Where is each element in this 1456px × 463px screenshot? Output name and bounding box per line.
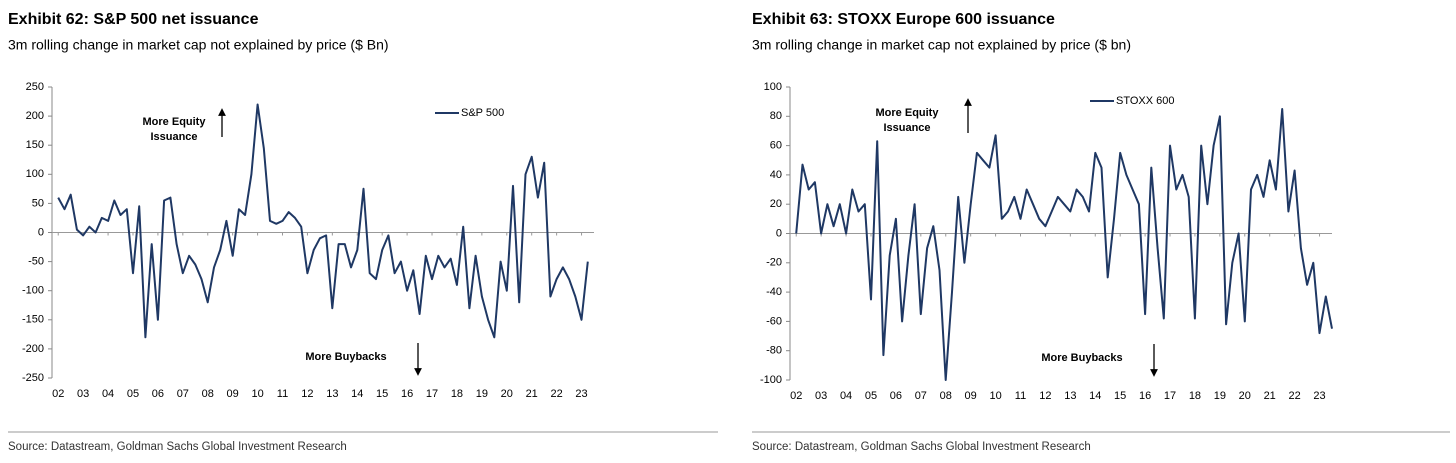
annotation: More Equity — [143, 116, 207, 128]
x-tick-label: 08 — [940, 390, 952, 402]
legend-label: S&P 500 — [461, 107, 504, 119]
y-tick-label: -40 — [766, 286, 782, 298]
x-tick-label: 05 — [127, 388, 139, 400]
y-tick-label: -80 — [766, 345, 782, 357]
x-tick-label: 04 — [102, 388, 114, 400]
x-tick-label: 21 — [526, 388, 538, 400]
x-tick-label: 02 — [52, 388, 64, 400]
y-tick-label: -250 — [22, 372, 44, 384]
x-tick-label: 16 — [1139, 390, 1151, 402]
x-tick-label: 21 — [1264, 390, 1276, 402]
x-tick-label: 10 — [989, 390, 1001, 402]
chart-subtitle: 3m rolling change in market cap not expl… — [752, 37, 1131, 53]
x-tick-label: 15 — [376, 388, 388, 400]
x-tick-label: 03 — [815, 390, 827, 402]
x-tick-label: 14 — [1089, 390, 1101, 402]
x-tick-label: 16 — [401, 388, 413, 400]
annotation: Issuance — [883, 122, 930, 134]
x-tick-label: 02 — [790, 390, 802, 402]
annotation: More Equity — [876, 107, 940, 119]
y-tick-label: -60 — [766, 315, 782, 327]
source: Source: Datastream, Goldman Sachs Global… — [8, 441, 347, 453]
y-tick-label: 200 — [26, 110, 44, 122]
x-tick-label: 06 — [890, 390, 902, 402]
y-tick-label: 150 — [26, 139, 44, 151]
y-tick-label: -100 — [760, 374, 782, 386]
annotation: More Buybacks — [305, 351, 386, 363]
x-tick-label: 22 — [1288, 390, 1300, 402]
chart-subtitle: 3m rolling change in market cap not expl… — [8, 37, 389, 53]
x-tick-label: 19 — [1214, 390, 1226, 402]
x-tick-label: 18 — [451, 388, 463, 400]
x-tick-label: 11 — [277, 388, 288, 400]
y-tick-label: -100 — [22, 285, 44, 297]
x-tick-label: 11 — [1015, 390, 1026, 402]
x-tick-label: 23 — [575, 388, 587, 400]
x-tick-label: 07 — [915, 390, 927, 402]
y-tick-label: -200 — [22, 343, 44, 355]
annotation: Issuance — [150, 131, 197, 143]
annotation: More Buybacks — [1041, 352, 1122, 364]
x-tick-label: 03 — [77, 388, 89, 400]
series-line — [57, 103, 589, 339]
x-tick-label: 09 — [227, 388, 239, 400]
y-tick-label: 100 — [764, 81, 782, 93]
y-tick-label: 100 — [26, 168, 44, 180]
x-tick-label: 04 — [840, 390, 852, 402]
x-tick-label: 15 — [1114, 390, 1126, 402]
x-tick-label: 23 — [1313, 390, 1325, 402]
x-tick-label: 18 — [1189, 390, 1201, 402]
x-tick-label: 14 — [351, 388, 363, 400]
x-tick-label: 17 — [426, 388, 438, 400]
y-tick-label: 20 — [770, 198, 782, 210]
y-tick-label: 250 — [26, 81, 44, 93]
x-tick-label: 12 — [1039, 390, 1051, 402]
y-tick-label: -20 — [766, 257, 782, 269]
y-tick-label: 60 — [770, 140, 782, 152]
x-tick-label: 19 — [476, 388, 488, 400]
x-tick-label: 09 — [965, 390, 977, 402]
series-line — [795, 108, 1333, 381]
chart-title: Exhibit 63: STOXX Europe 600 issuance — [752, 11, 1055, 28]
chart-title: Exhibit 62: S&P 500 net issuance — [8, 11, 259, 28]
x-tick-label: 12 — [301, 388, 313, 400]
y-tick-label: -150 — [22, 314, 44, 326]
y-tick-label: 0 — [776, 227, 782, 239]
x-tick-label: 13 — [326, 388, 338, 400]
x-tick-label: 20 — [1239, 390, 1251, 402]
legend-label: STOXX 600 — [1116, 95, 1175, 107]
x-tick-label: 07 — [177, 388, 189, 400]
x-tick-label: 20 — [501, 388, 513, 400]
x-tick-label: 22 — [550, 388, 562, 400]
y-tick-label: 40 — [770, 169, 782, 181]
x-tick-label: 13 — [1064, 390, 1076, 402]
x-tick-label: 05 — [865, 390, 877, 402]
x-tick-label: 06 — [152, 388, 164, 400]
y-tick-label: 0 — [38, 226, 44, 238]
x-tick-label: 08 — [202, 388, 214, 400]
y-tick-label: 80 — [770, 110, 782, 122]
source: Source: Datastream, Goldman Sachs Global… — [752, 441, 1091, 453]
y-tick-label: 50 — [32, 197, 44, 209]
x-tick-label: 17 — [1164, 390, 1176, 402]
y-tick-label: -50 — [28, 256, 44, 268]
x-tick-label: 10 — [251, 388, 263, 400]
